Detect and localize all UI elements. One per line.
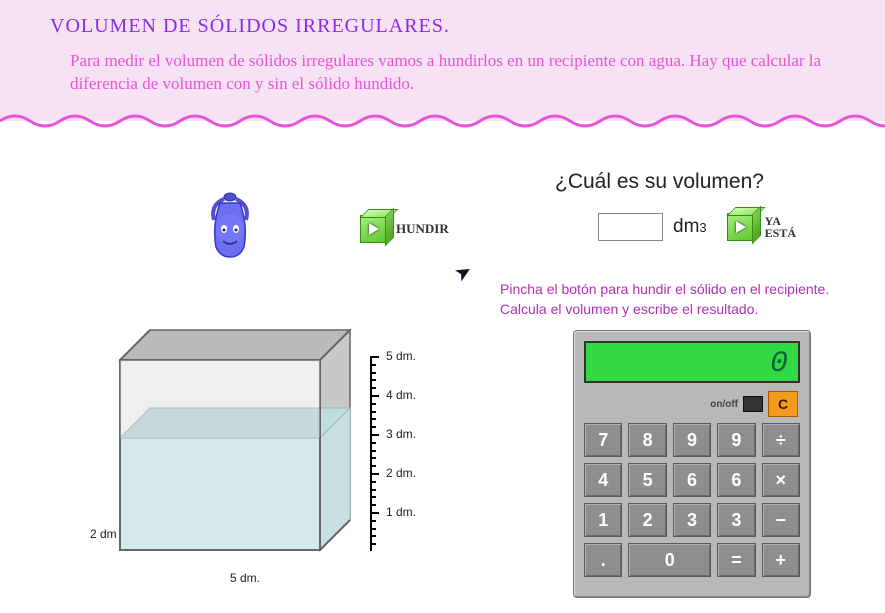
ya-esta-button[interactable]: [727, 213, 755, 241]
scale-label-1: 1 dm.: [386, 505, 416, 519]
tank-depth-label: 2 dm: [90, 527, 117, 541]
keypad: 7 8 9 9 ÷ 4 5 6 6 × 1 2 3 3 − . 0 = +: [584, 423, 800, 577]
hundir-button[interactable]: [360, 215, 388, 243]
key-dot[interactable]: .: [584, 543, 622, 577]
onoff-label: on/off: [710, 399, 738, 410]
onoff-button[interactable]: [743, 396, 763, 412]
unit-exponent: 3: [699, 220, 706, 235]
key-5[interactable]: 5: [628, 463, 666, 497]
hundir-group: HUNDIR: [360, 215, 449, 243]
key-minus[interactable]: −: [762, 503, 800, 537]
ya-label-2: ESTÁ: [765, 227, 796, 239]
ya-esta-label: YA ESTÁ: [765, 215, 796, 239]
volume-input[interactable]: [598, 213, 663, 241]
unit-label: dm3: [673, 216, 707, 238]
calc-display: 0: [584, 341, 800, 383]
key-0[interactable]: 0: [628, 543, 711, 577]
key-4[interactable]: 4: [584, 463, 622, 497]
hint-line1: Pincha el botón para hundir el sólido en…: [500, 280, 829, 300]
answer-group: dm3 YA ESTÁ: [598, 213, 796, 241]
header: VOLUMEN DE SÓLIDOS IRREGULARES. Para med…: [0, 0, 885, 121]
unit-base: dm: [673, 216, 699, 238]
key-9a[interactable]: 9: [673, 423, 711, 457]
tank-width-label: 5 dm.: [230, 571, 260, 585]
key-2[interactable]: 2: [628, 503, 666, 537]
cursor-icon: ➤: [450, 257, 477, 287]
key-1[interactable]: 1: [584, 503, 622, 537]
key-plus[interactable]: +: [762, 543, 800, 577]
scale-label-5: 5 dm.: [386, 349, 416, 363]
key-9b[interactable]: 9: [717, 423, 755, 457]
key-6b[interactable]: 6: [717, 463, 755, 497]
scale-label-2: 2 dm.: [386, 466, 416, 480]
scale-label-4: 4 dm.: [386, 388, 416, 402]
key-3b[interactable]: 3: [717, 503, 755, 537]
key-6a[interactable]: 6: [673, 463, 711, 497]
tank-svg: [100, 320, 380, 560]
key-divide[interactable]: ÷: [762, 423, 800, 457]
page-subtitle: Para medir el volumen de sólidos irregul…: [70, 50, 835, 96]
key-equals[interactable]: =: [717, 543, 755, 577]
tank-diagram: 5 dm. 4 dm. 3 dm. 2 dm. 1 dm. 2 dm 5 dm.: [100, 320, 410, 590]
arrow-right-icon: [736, 221, 746, 233]
wave-divider: [0, 111, 885, 131]
scale-label-3: 3 dm.: [386, 427, 416, 441]
calc-top-row: on/off C: [584, 391, 798, 417]
vase-icon: [200, 185, 260, 260]
arrow-right-icon: [369, 223, 379, 235]
key-multiply[interactable]: ×: [762, 463, 800, 497]
key-7[interactable]: 7: [584, 423, 622, 457]
hint-line2: Calcula el volumen y escribe el resultad…: [500, 300, 829, 320]
key-8[interactable]: 8: [628, 423, 666, 457]
hundir-label: HUNDIR: [396, 221, 449, 237]
page-title: VOLUMEN DE SÓLIDOS IRREGULARES.: [50, 15, 835, 38]
tank-scale: 5 dm. 4 dm. 3 dm. 2 dm. 1 dm.: [370, 356, 372, 551]
key-3a[interactable]: 3: [673, 503, 711, 537]
hint-text: Pincha el botón para hundir el sólido en…: [500, 280, 829, 319]
clear-button[interactable]: C: [768, 391, 798, 417]
question-text: ¿Cuál es su volumen?: [555, 170, 764, 194]
calculator: 0 on/off C 7 8 9 9 ÷ 4 5 6 6 × 1 2 3 3 −…: [573, 330, 811, 598]
